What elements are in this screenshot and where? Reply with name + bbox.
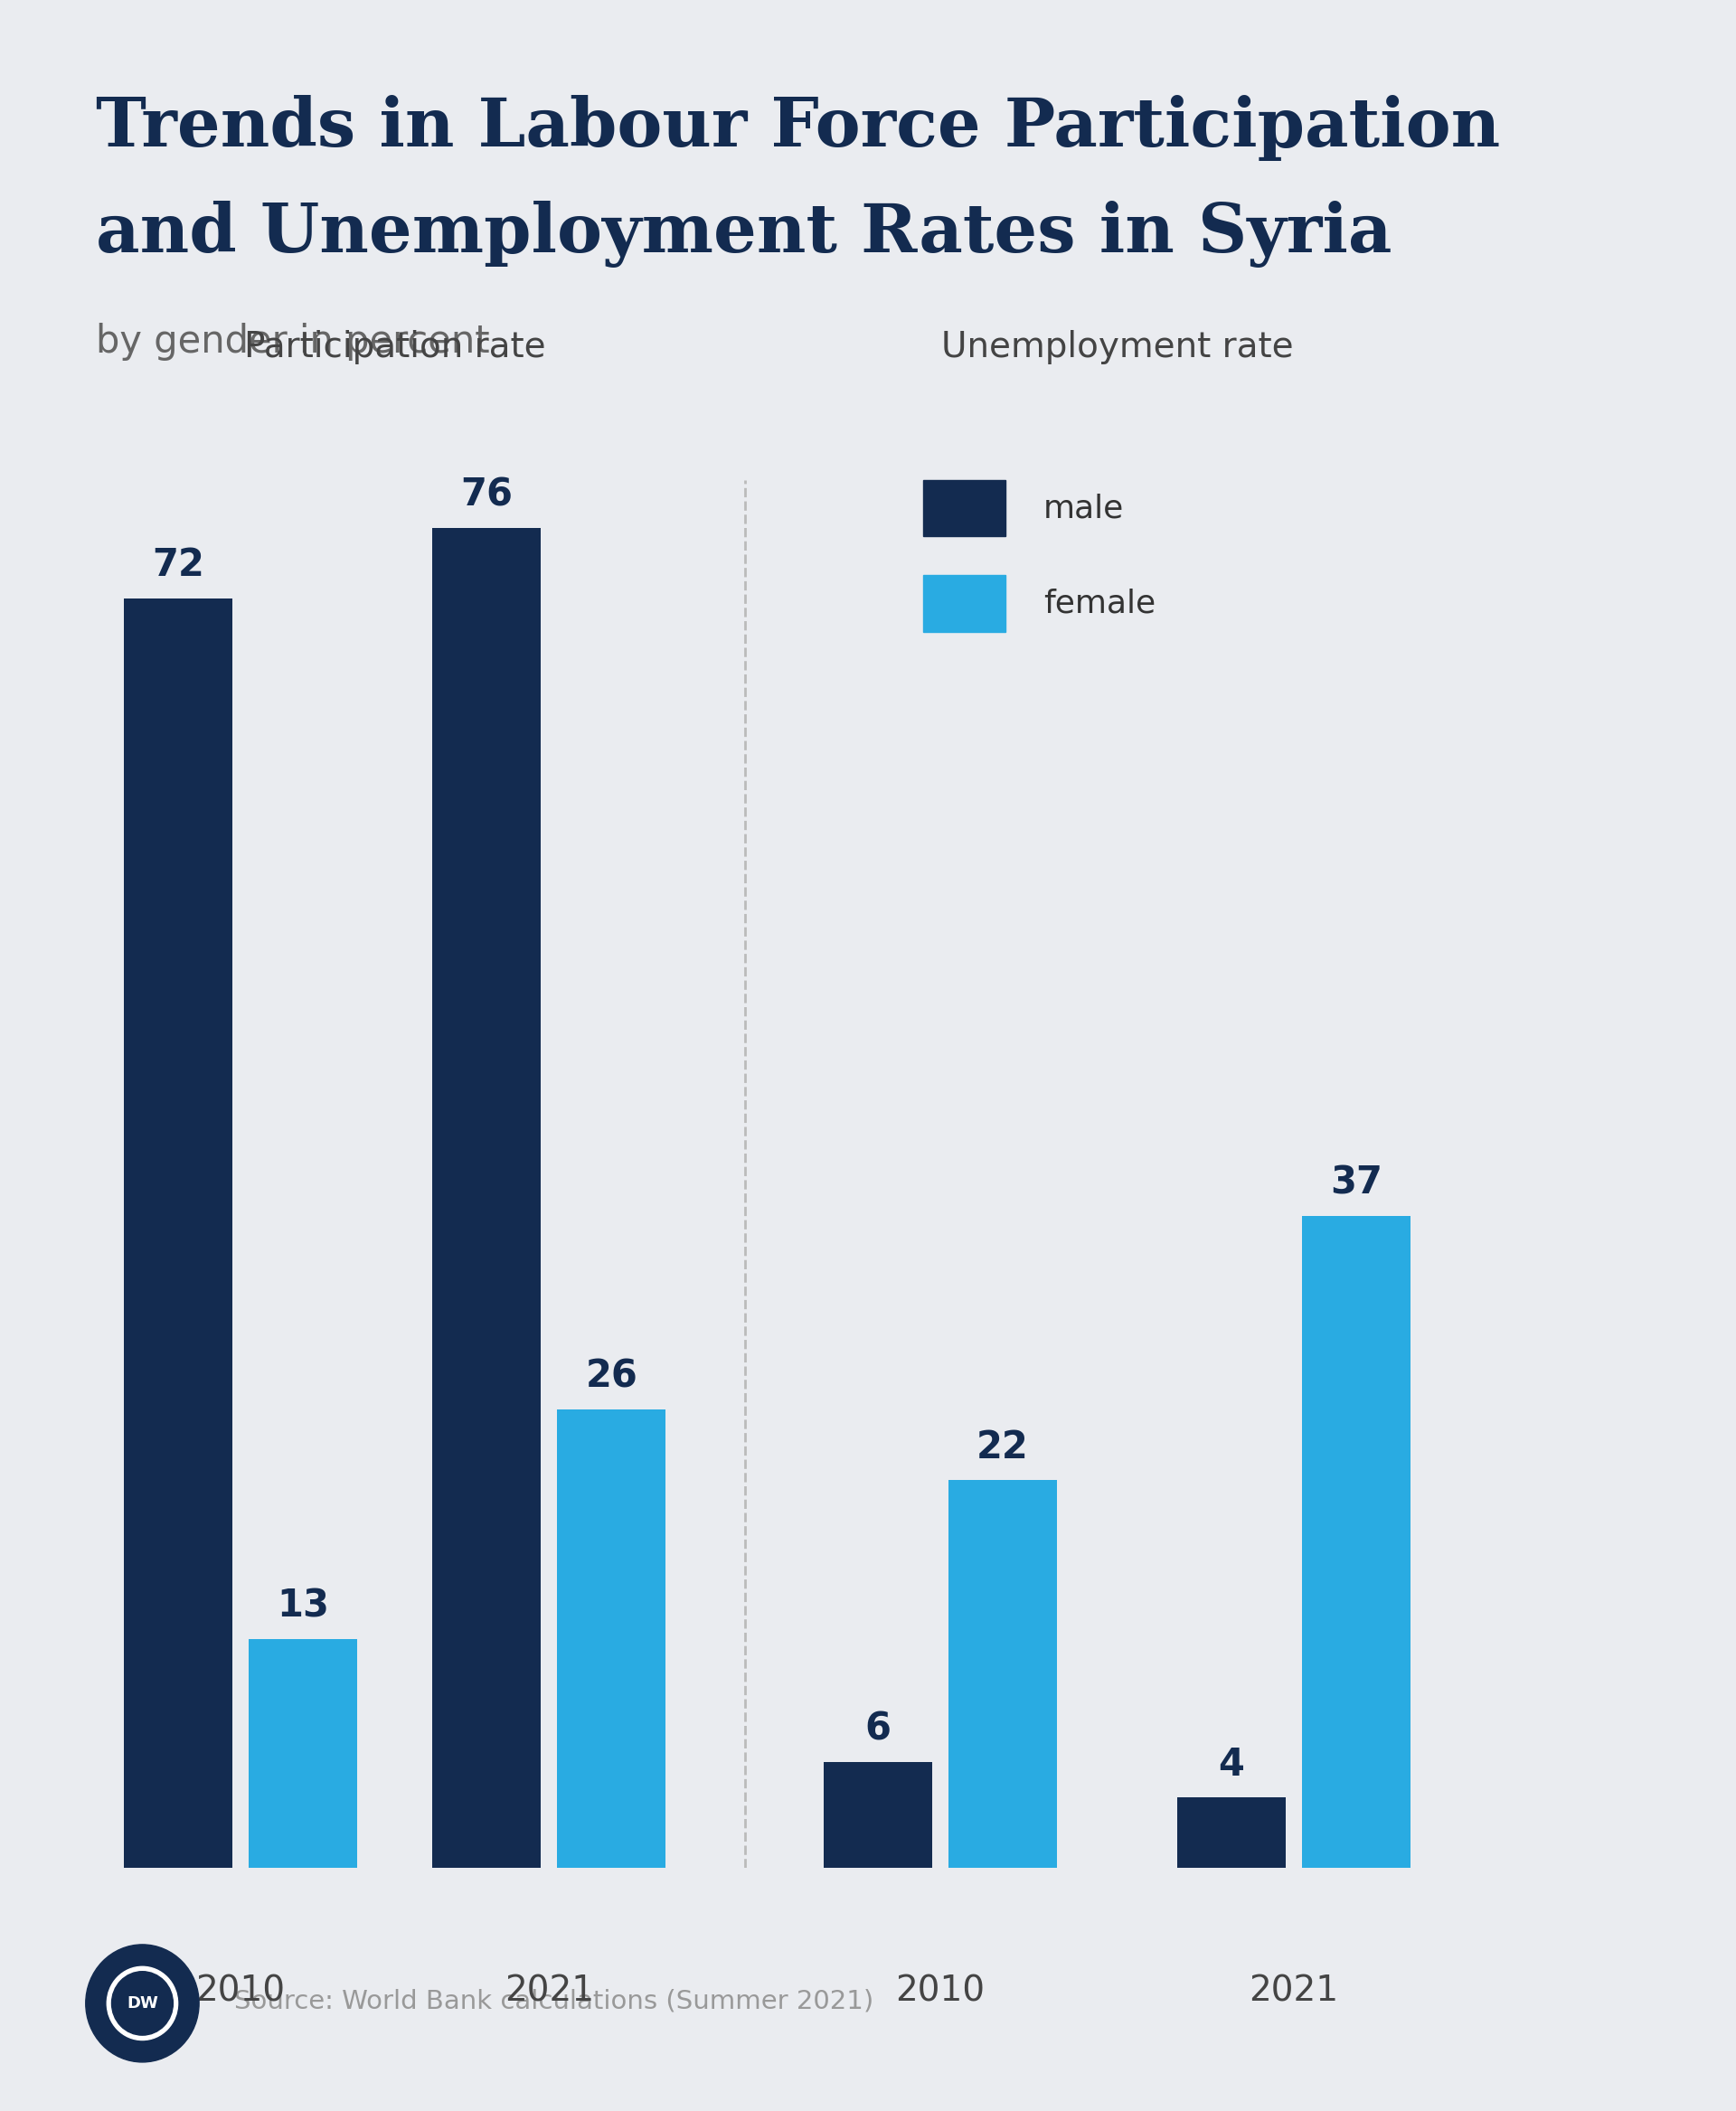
Text: and Unemployment Rates in Syria: and Unemployment Rates in Syria (95, 201, 1392, 268)
Text: 22: 22 (977, 1429, 1029, 1467)
Text: 2010: 2010 (196, 1974, 285, 2008)
Bar (1302, 1216, 1410, 1868)
Bar (823, 1763, 932, 1868)
Text: Unemployment rate: Unemployment rate (941, 329, 1293, 365)
Text: 13: 13 (276, 1587, 330, 1625)
Text: 6: 6 (865, 1710, 891, 1748)
Text: male: male (1043, 492, 1123, 524)
Text: Source: World Bank calculations (Summer 2021): Source: World Bank calculations (Summer … (234, 1989, 873, 2014)
Bar (948, 1480, 1057, 1868)
Text: 2021: 2021 (1248, 1974, 1338, 2008)
Circle shape (108, 1967, 177, 2039)
Bar (1177, 1799, 1286, 1868)
Text: female: female (1043, 589, 1156, 619)
Text: DW: DW (127, 1995, 158, 2012)
Text: 2010: 2010 (896, 1974, 984, 2008)
Bar (432, 528, 542, 1868)
Text: 72: 72 (153, 547, 205, 585)
Text: 76: 76 (460, 475, 512, 513)
Bar (924, 479, 1005, 536)
Text: Participation rate: Participation rate (245, 329, 545, 365)
Text: by gender in percent: by gender in percent (95, 323, 490, 361)
Circle shape (111, 1972, 174, 2035)
Circle shape (85, 1944, 200, 2062)
Text: 2021: 2021 (503, 1974, 594, 2008)
Bar (123, 600, 233, 1868)
Bar (557, 1410, 665, 1868)
Text: 26: 26 (585, 1357, 637, 1395)
Text: 4: 4 (1219, 1746, 1245, 1784)
Bar (248, 1638, 358, 1868)
Text: 37: 37 (1330, 1163, 1382, 1201)
Text: Trends in Labour Force Participation: Trends in Labour Force Participation (95, 95, 1500, 160)
Bar (924, 576, 1005, 631)
